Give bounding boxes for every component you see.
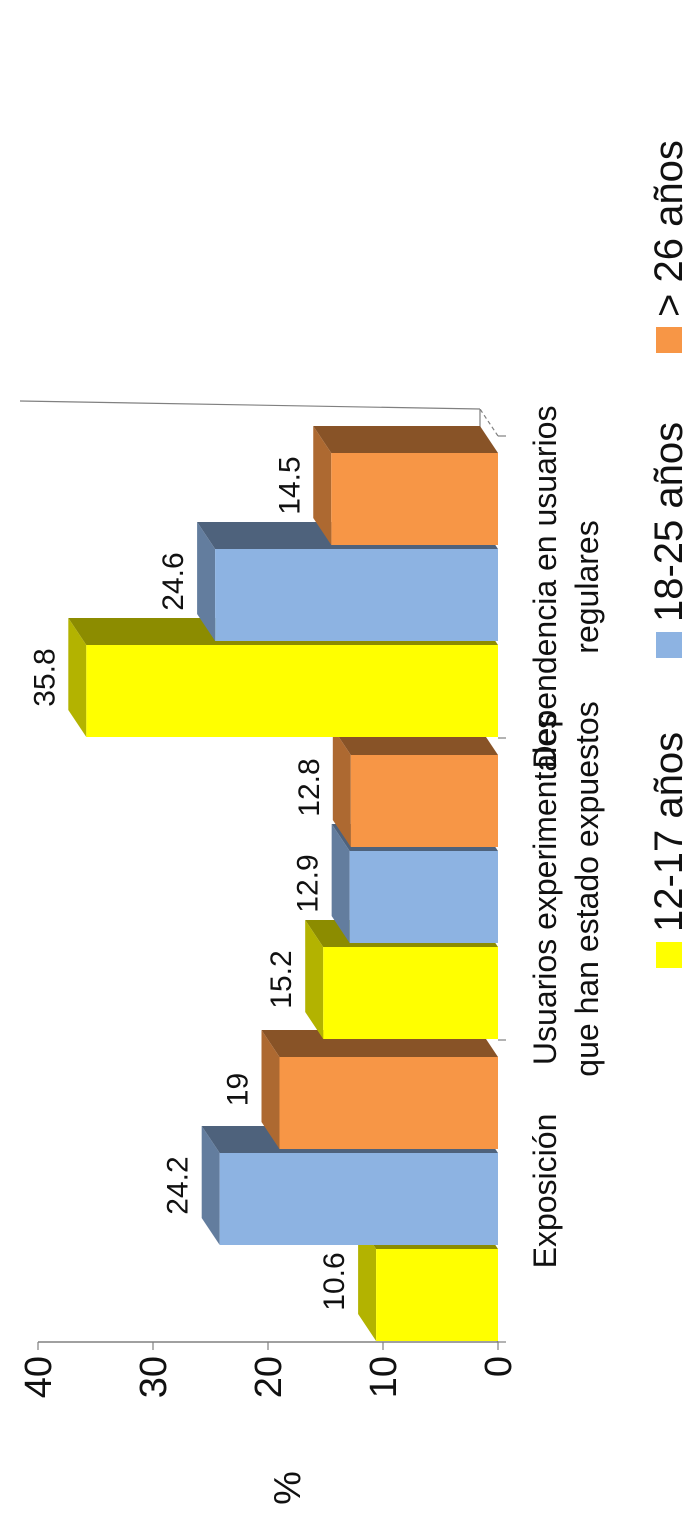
data-label: 35.8	[28, 648, 61, 706]
data-label: 14.5	[273, 456, 306, 514]
data-label: 12.9	[292, 854, 325, 912]
legend-swatch	[656, 327, 682, 353]
data-label: 12.8	[293, 758, 326, 816]
y-tick-label: 0	[478, 1356, 520, 1377]
y-tick-label: 40	[18, 1356, 60, 1398]
data-label: 15.2	[265, 950, 298, 1008]
data-label: 24.2	[162, 1156, 195, 1214]
bar-top-face	[313, 426, 332, 545]
bar-1-cat-2	[323, 947, 499, 1039]
category-label: Dependencia en usuarios	[527, 406, 563, 769]
bar-2-cat-2	[349, 851, 498, 943]
bar-1-cat-3	[86, 645, 499, 737]
y-tick-label: 30	[133, 1356, 175, 1398]
y-tick-label: 20	[248, 1356, 290, 1398]
data-label: 10.6	[318, 1252, 351, 1310]
bar-3-cat-2	[350, 755, 498, 847]
category-label: que han estado expuestos	[569, 701, 605, 1076]
bar-top-face	[68, 618, 87, 737]
bar-top-face	[332, 728, 351, 847]
back-wall-right-edge	[19, 400, 481, 410]
y-axis-title: %	[267, 1471, 309, 1505]
legend-swatch	[656, 942, 682, 968]
bar-top-face	[261, 1030, 280, 1149]
floor-right-edge	[479, 408, 499, 437]
legend-swatch	[656, 632, 682, 658]
bar-1-cat-1	[376, 1249, 499, 1341]
legend-label: > 26 años	[647, 140, 691, 317]
data-label: 19	[222, 1073, 255, 1106]
bar-2-cat-3	[215, 549, 498, 641]
y-tick-label: 10	[363, 1356, 405, 1398]
bar-2-cat-1	[219, 1153, 498, 1245]
bar-top-face	[331, 824, 350, 943]
category-label: Usuarios experimentales	[527, 713, 563, 1065]
data-label: 24.6	[157, 552, 190, 610]
legend-label: 12-17 años	[647, 732, 691, 932]
bar-top-face	[197, 522, 216, 641]
bar-top-face	[201, 1126, 220, 1245]
bar-top-face	[358, 1222, 377, 1341]
bar-3-cat-3	[331, 453, 498, 545]
bar-top-face	[305, 920, 324, 1039]
category-label: regulares	[569, 520, 605, 653]
bar-3-cat-1	[279, 1057, 498, 1149]
category-label: Exposición	[527, 1114, 563, 1269]
legend-label: 18-25 años	[647, 422, 691, 622]
bar-side-face	[313, 426, 498, 453]
